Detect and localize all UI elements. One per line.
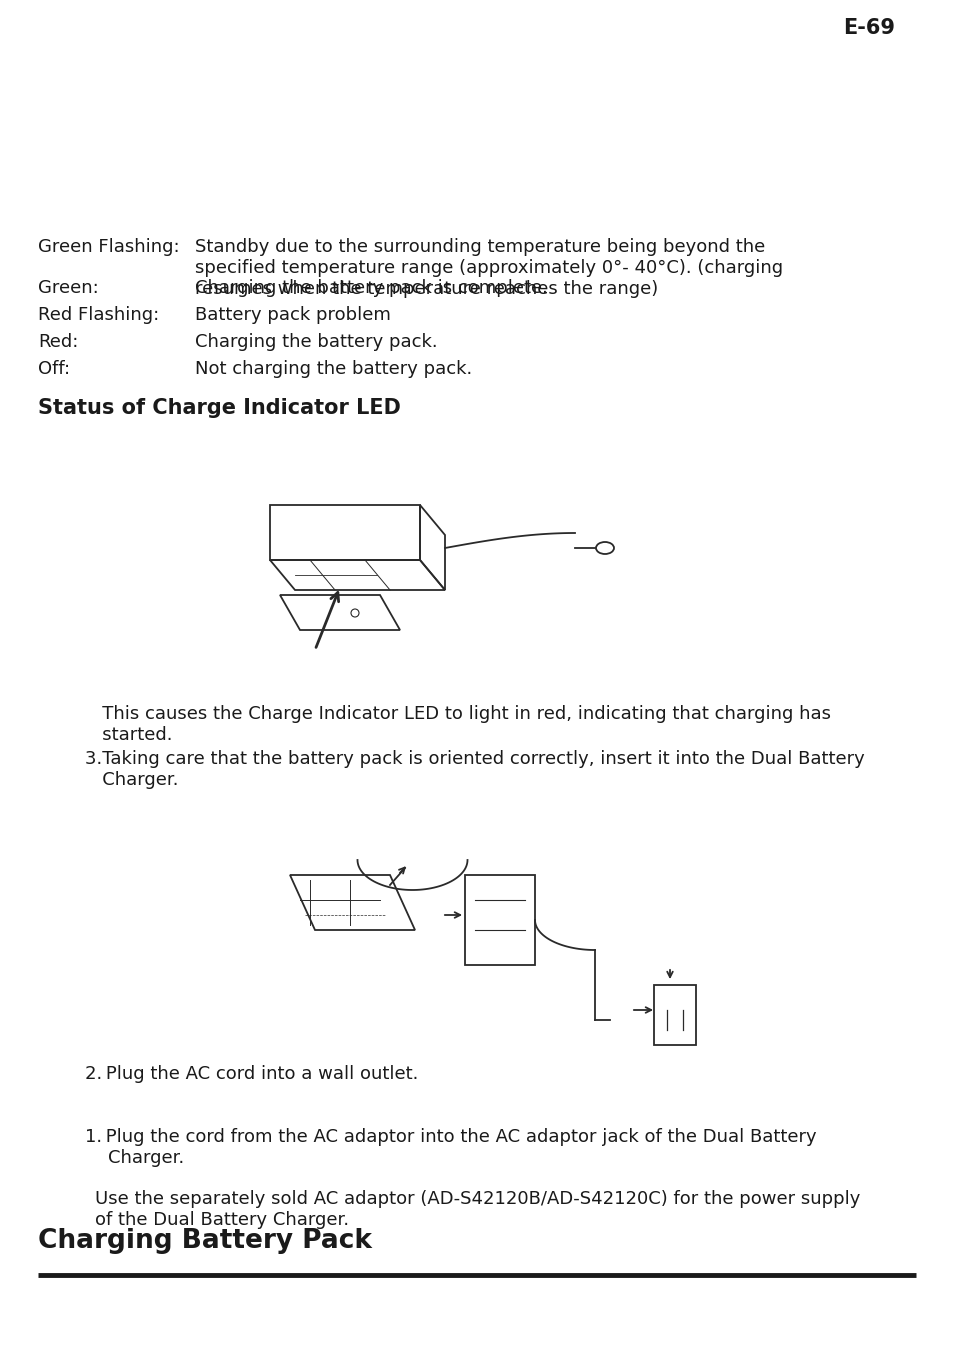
Text: Charging Battery Pack: Charging Battery Pack bbox=[38, 1228, 372, 1254]
Text: This causes the Charge Indicator LED to light in red, indicating that charging h: This causes the Charge Indicator LED to … bbox=[85, 705, 830, 743]
Text: 1. Plug the cord from the AC adaptor into the AC adaptor jack of the Dual Batter: 1. Plug the cord from the AC adaptor int… bbox=[85, 1128, 816, 1167]
Text: Charging the battery pack is complete.: Charging the battery pack is complete. bbox=[194, 279, 547, 297]
Text: Use the separately sold AC adaptor (AD-S42120B/AD-S42120C) for the power supply
: Use the separately sold AC adaptor (AD-S… bbox=[95, 1190, 860, 1229]
Text: Charging the battery pack.: Charging the battery pack. bbox=[194, 333, 437, 351]
Text: Battery pack problem: Battery pack problem bbox=[194, 306, 391, 324]
Text: Off:: Off: bbox=[38, 360, 71, 378]
Text: Green Flashing:: Green Flashing: bbox=[38, 238, 179, 256]
Text: 2. Plug the AC cord into a wall outlet.: 2. Plug the AC cord into a wall outlet. bbox=[85, 1066, 418, 1083]
Text: Not charging the battery pack.: Not charging the battery pack. bbox=[194, 360, 472, 378]
Text: Red Flashing:: Red Flashing: bbox=[38, 306, 159, 324]
Text: Green:: Green: bbox=[38, 279, 99, 297]
Text: Status of Charge Indicator LED: Status of Charge Indicator LED bbox=[38, 398, 400, 418]
Text: Red:: Red: bbox=[38, 333, 78, 351]
Text: Standby due to the surrounding temperature being beyond the
specified temperatur: Standby due to the surrounding temperatu… bbox=[194, 238, 782, 298]
Text: E-69: E-69 bbox=[842, 18, 894, 38]
Text: 3.Taking care that the battery pack is oriented correctly, insert it into the Du: 3.Taking care that the battery pack is o… bbox=[85, 750, 863, 789]
